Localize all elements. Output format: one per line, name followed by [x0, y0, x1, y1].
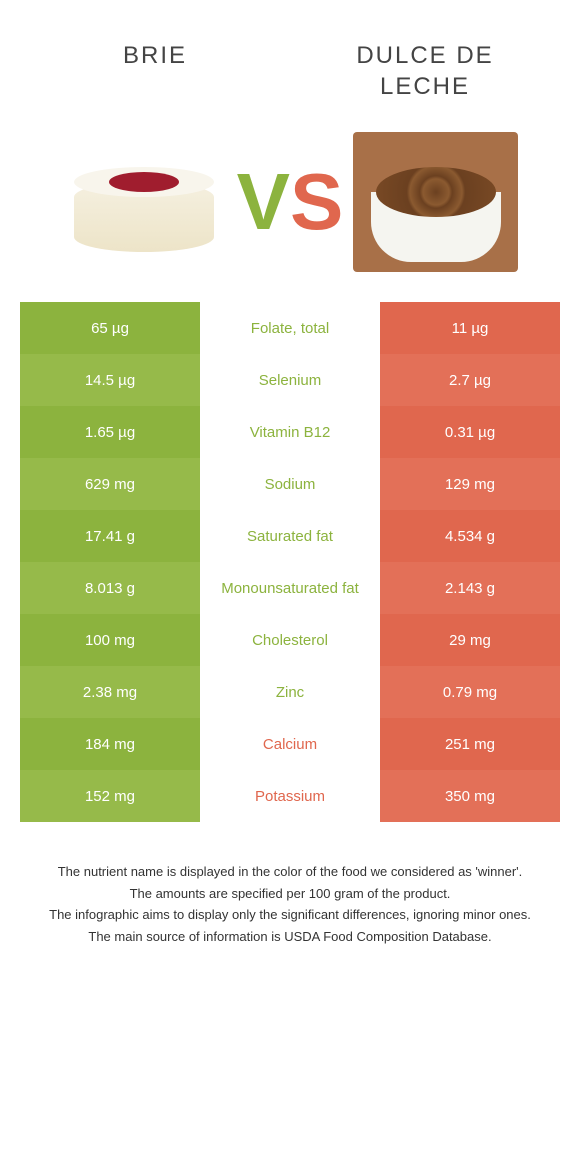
- vs-v: V: [237, 157, 290, 246]
- nutrient-name: Selenium: [200, 354, 380, 406]
- value-left: 1.65 µg: [20, 406, 200, 458]
- brie-image: [62, 132, 227, 272]
- table-row: 184 mgCalcium251 mg: [20, 718, 560, 770]
- value-right: 2.143 g: [380, 562, 560, 614]
- vs-s: S: [290, 157, 343, 246]
- value-right: 2.7 µg: [380, 354, 560, 406]
- brie-wheel-graphic: [74, 182, 214, 252]
- value-left: 8.013 g: [20, 562, 200, 614]
- table-row: 8.013 gMonounsaturated fat2.143 g: [20, 562, 560, 614]
- value-left: 184 mg: [20, 718, 200, 770]
- footer-line-1: The nutrient name is displayed in the co…: [30, 862, 550, 882]
- nutrient-name: Potassium: [200, 770, 380, 822]
- dulce-bowl-graphic: [371, 192, 501, 262]
- dulce-swirl-graphic: [376, 167, 496, 217]
- food-a-title: BRIE: [55, 40, 255, 102]
- brie-top: [74, 167, 214, 197]
- value-left: 17.41 g: [20, 510, 200, 562]
- value-right: 0.79 mg: [380, 666, 560, 718]
- dulce-image: [353, 132, 518, 272]
- footer-line-4: The main source of information is USDA F…: [30, 927, 550, 947]
- table-row: 100 mgCholesterol29 mg: [20, 614, 560, 666]
- table-row: 14.5 µgSelenium2.7 µg: [20, 354, 560, 406]
- footer-line-3: The infographic aims to display only the…: [30, 905, 550, 925]
- header: BRIE DULCE DE LECHE: [0, 0, 580, 112]
- nutrient-name: Saturated fat: [200, 510, 380, 562]
- footer-notes: The nutrient name is displayed in the co…: [0, 822, 580, 988]
- images-row: VS: [0, 112, 580, 302]
- nutrient-name: Zinc: [200, 666, 380, 718]
- food-b-title: DULCE DE LECHE: [325, 40, 525, 102]
- nutrient-name: Folate, total: [200, 302, 380, 354]
- value-right: 11 µg: [380, 302, 560, 354]
- value-right: 129 mg: [380, 458, 560, 510]
- footer-line-2: The amounts are specified per 100 gram o…: [30, 884, 550, 904]
- table-row: 2.38 mgZinc0.79 mg: [20, 666, 560, 718]
- brie-label-graphic: [109, 172, 179, 192]
- table-row: 65 µgFolate, total11 µg: [20, 302, 560, 354]
- value-right: 4.534 g: [380, 510, 560, 562]
- value-left: 2.38 mg: [20, 666, 200, 718]
- table-row: 152 mgPotassium350 mg: [20, 770, 560, 822]
- value-left: 629 mg: [20, 458, 200, 510]
- value-left: 65 µg: [20, 302, 200, 354]
- value-right: 350 mg: [380, 770, 560, 822]
- nutrient-name: Calcium: [200, 718, 380, 770]
- nutrient-table: 65 µgFolate, total11 µg14.5 µgSelenium2.…: [20, 302, 560, 822]
- value-left: 100 mg: [20, 614, 200, 666]
- nutrient-name: Cholesterol: [200, 614, 380, 666]
- value-left: 14.5 µg: [20, 354, 200, 406]
- table-row: 629 mgSodium129 mg: [20, 458, 560, 510]
- value-left: 152 mg: [20, 770, 200, 822]
- vs-label: VS: [237, 162, 344, 242]
- nutrient-name: Vitamin B12: [200, 406, 380, 458]
- nutrient-name: Sodium: [200, 458, 380, 510]
- table-row: 17.41 gSaturated fat4.534 g: [20, 510, 560, 562]
- value-right: 0.31 µg: [380, 406, 560, 458]
- nutrient-name: Monounsaturated fat: [200, 562, 380, 614]
- value-right: 29 mg: [380, 614, 560, 666]
- value-right: 251 mg: [380, 718, 560, 770]
- table-row: 1.65 µgVitamin B120.31 µg: [20, 406, 560, 458]
